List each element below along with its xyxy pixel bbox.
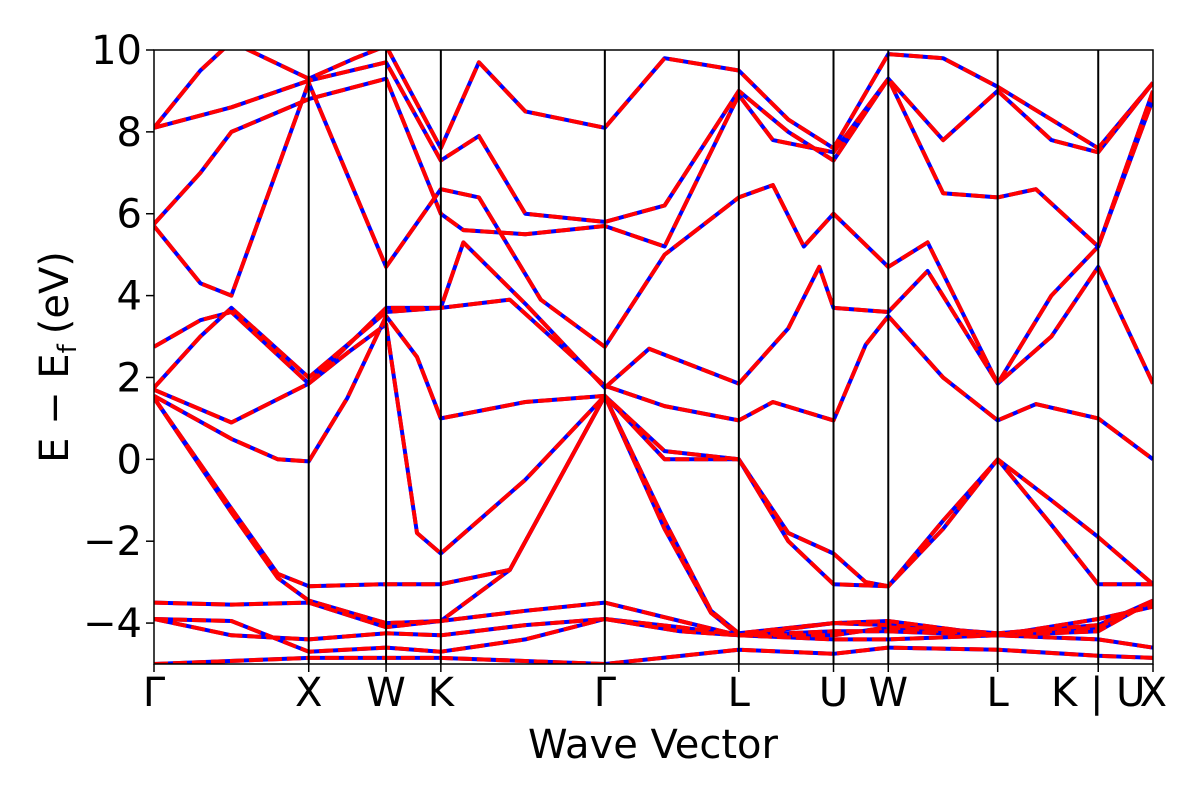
x-tick-label-10: X [1140,670,1167,716]
band-line-dashed-3 [154,600,1153,638]
y-tick-label-4: 2 [117,355,142,401]
y-tick-label-6: −2 [83,519,142,565]
x-axis-title: Wave Vector [528,722,779,768]
band-line-dashed-6 [154,314,1153,589]
band-line-dashed-4 [154,393,1153,636]
y-tick-label-0: 10 [91,28,142,74]
band-line-solid-9 [154,240,1153,390]
y-tick-label-2: 6 [117,192,142,238]
bands-layer [154,50,1153,664]
x-tick-label-8: L [987,670,1010,716]
band-line-dashed-11 [154,76,1153,249]
y-axis-title: E − Ef (eV) [32,251,83,463]
x-tick-label-5: L [728,670,751,716]
band-line-dashed-13 [154,50,1153,151]
x-tick-label-3: K [428,670,456,716]
y-axis-title-unit: (eV) [32,251,78,334]
y-ticks-layer: 10 8 6 4 2 0 −2 −4 [83,28,154,647]
x-tick-label-4: Γ [594,670,617,716]
plot-frame [153,49,1154,665]
y-tick-label-3: 4 [117,274,142,320]
kpath-lines-layer [307,50,1100,664]
band-line-solid-11 [154,76,1153,249]
x-tick-label-0: Γ [143,670,166,716]
band-line-dashed-9 [154,240,1153,390]
y-axis-title-main: E − E [32,353,78,463]
band-line-solid-6 [154,314,1153,589]
x-tick-label-1: X [295,670,322,716]
x-tick-label-7: W [869,670,909,716]
y-tick-label-7: −4 [83,601,142,647]
band-line-dashed-5 [154,393,1153,638]
y-tick-label-1: 8 [117,110,142,156]
band-line-dashed-7 [154,322,1153,589]
y-axis-title-subscript: f [53,343,83,353]
x-tick-label-6: U [819,670,848,716]
y-tick-label-5: 0 [117,437,142,483]
band-line-solid-10 [154,80,1153,386]
band-line-solid-7 [154,322,1153,589]
x-tick-label-2: W [366,670,406,716]
band-line-dashed-2 [154,617,1153,650]
x-tick-label-9: K | U [1051,670,1145,716]
svg-text:E − Ef(eV): E − Ef (eV) [32,251,83,463]
band-line-dashed-12 [154,60,1153,224]
band-line-solid-3 [154,600,1153,638]
band-line-dashed-0 [154,645,1153,664]
band-line-dashed-10 [154,80,1153,386]
